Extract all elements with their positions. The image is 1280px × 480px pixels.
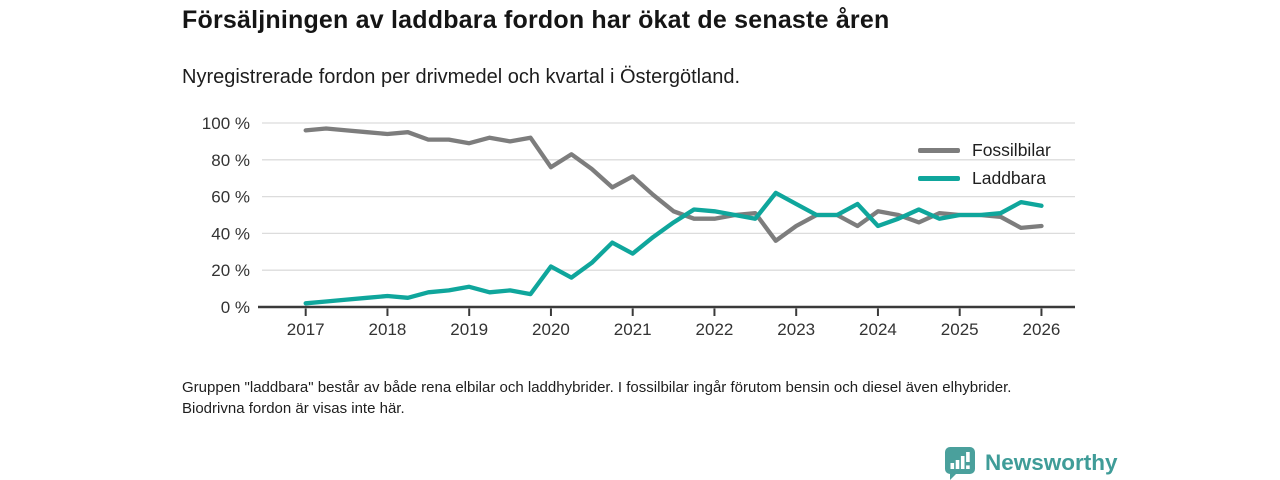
svg-text:2019: 2019 (450, 320, 488, 339)
svg-text:2017: 2017 (287, 320, 325, 339)
svg-text:2022: 2022 (696, 320, 734, 339)
chart-footnote: Gruppen "laddbara" består av både rena e… (182, 379, 1012, 417)
svg-text:2021: 2021 (614, 320, 652, 339)
svg-text:100 %: 100 % (202, 114, 250, 133)
svg-text:2026: 2026 (1023, 320, 1061, 339)
svg-text:2025: 2025 (941, 320, 979, 339)
svg-text:0 %: 0 % (221, 298, 250, 317)
bar-chart-pin-icon (945, 447, 975, 480)
legend-label: Fossilbilar (972, 139, 1051, 160)
svg-text:60 %: 60 % (211, 188, 250, 207)
svg-text:40 %: 40 % (211, 224, 250, 243)
svg-text:2024: 2024 (859, 320, 897, 339)
brand-name: Newsworthy (985, 450, 1118, 475)
svg-text:2018: 2018 (369, 320, 407, 339)
chart-legend: Fossilbilar Laddbara (918, 136, 1051, 192)
page-title: Försäljningen av laddbara fordon har öka… (182, 6, 890, 34)
line-chart: 0 % 20 % 40 % 60 % 80 % 100 % 2017 2018 2019 2020… (180, 105, 1120, 345)
laddbara-line-swatch (918, 175, 960, 181)
fossilbilar-line-swatch (918, 147, 960, 153)
svg-text:80 %: 80 % (211, 151, 250, 170)
svg-text:2023: 2023 (777, 320, 815, 339)
line-chart-canvas: 0 % 20 % 40 % 60 % 80 % 100 % 2017 2018 2019 2020… (202, 114, 1075, 339)
svg-text:20 %: 20 % (211, 261, 250, 280)
legend-item-laddbara: Laddbara (918, 164, 1051, 192)
chart-subtitle: Nyregistrerade fordon per drivmedel och … (182, 66, 741, 88)
svg-text:2020: 2020 (532, 320, 570, 339)
legend-item-fossilbilar: Fossilbilar (918, 136, 1051, 164)
newsworthy-logo: Newsworthy (942, 446, 1118, 480)
legend-label: Laddbara (972, 167, 1046, 188)
